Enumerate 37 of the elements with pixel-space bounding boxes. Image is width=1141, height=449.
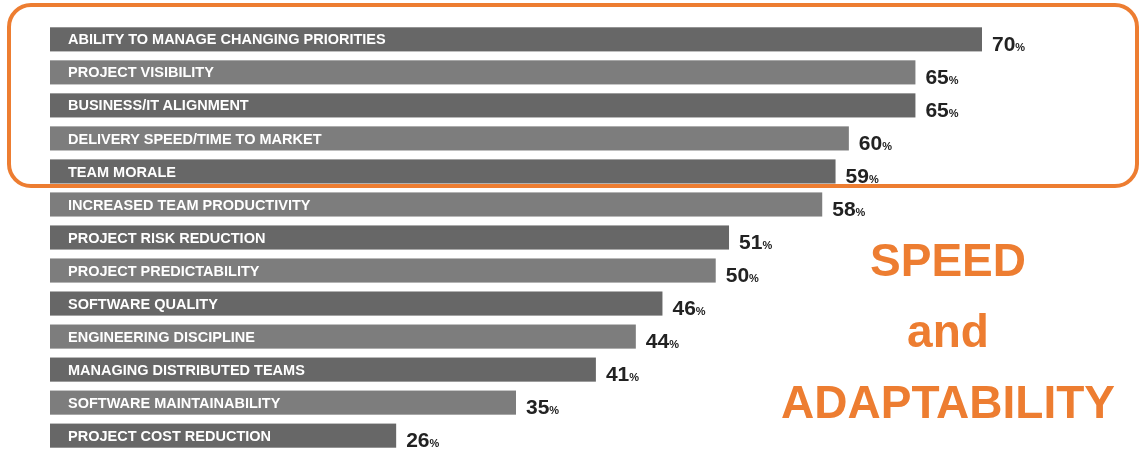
data-label: 65% xyxy=(925,97,959,121)
data-label: 60% xyxy=(858,130,893,154)
data-label: 50% xyxy=(725,262,760,286)
data-label: 51% xyxy=(739,229,773,253)
y-tick-label: PROJECT RISK REDUCTION xyxy=(68,229,266,246)
y-tick-label: PROJECT COST REDUCTION xyxy=(68,427,272,444)
data-label: 59% xyxy=(845,163,879,187)
data-label: 35% xyxy=(526,394,560,418)
bar xyxy=(50,126,849,151)
y-tick-label: SOFTWARE QUALITY xyxy=(68,295,219,312)
bar xyxy=(50,93,916,118)
y-tick-label: TEAM MORALE xyxy=(68,163,177,180)
y-tick-label: DELIVERY SPEED/TIME TO MARKET xyxy=(68,130,322,147)
annotation: SPEED and ADAPTABILITY xyxy=(781,234,1115,428)
y-tick-label: ENGINEERING DISCIPLINE xyxy=(68,328,256,345)
data-label: 46% xyxy=(672,295,706,319)
data-label: 26% xyxy=(406,427,440,449)
bar xyxy=(50,291,663,316)
bar xyxy=(50,258,716,283)
y-tick-label: BUSINESS/IT ALIGNMENT xyxy=(68,97,249,114)
data-label: 65% xyxy=(925,64,959,88)
bar xyxy=(50,60,916,85)
data-label: 70% xyxy=(992,31,1026,55)
y-tick-label: PROJECT PREDICTABILITY xyxy=(68,262,260,279)
bar xyxy=(50,225,730,250)
data-label: 44% xyxy=(645,328,680,352)
bar xyxy=(50,27,982,52)
data-label: 41% xyxy=(605,361,640,385)
data-label: 58% xyxy=(832,196,866,220)
bar xyxy=(50,192,823,217)
y-tick-label: SOFTWARE MAINTAINABILITY xyxy=(68,394,281,411)
y-tick-label: MANAGING DISTRIBUTED TEAMS xyxy=(68,361,306,378)
bar xyxy=(50,159,836,184)
y-tick-label: PROJECT VISIBILITY xyxy=(68,64,215,81)
y-tick-label: INCREASED TEAM PRODUCTIVITY xyxy=(68,196,311,213)
y-tick-label: ABILITY TO MANAGE CHANGING PRIORITIES xyxy=(68,31,386,48)
bar xyxy=(50,324,636,349)
